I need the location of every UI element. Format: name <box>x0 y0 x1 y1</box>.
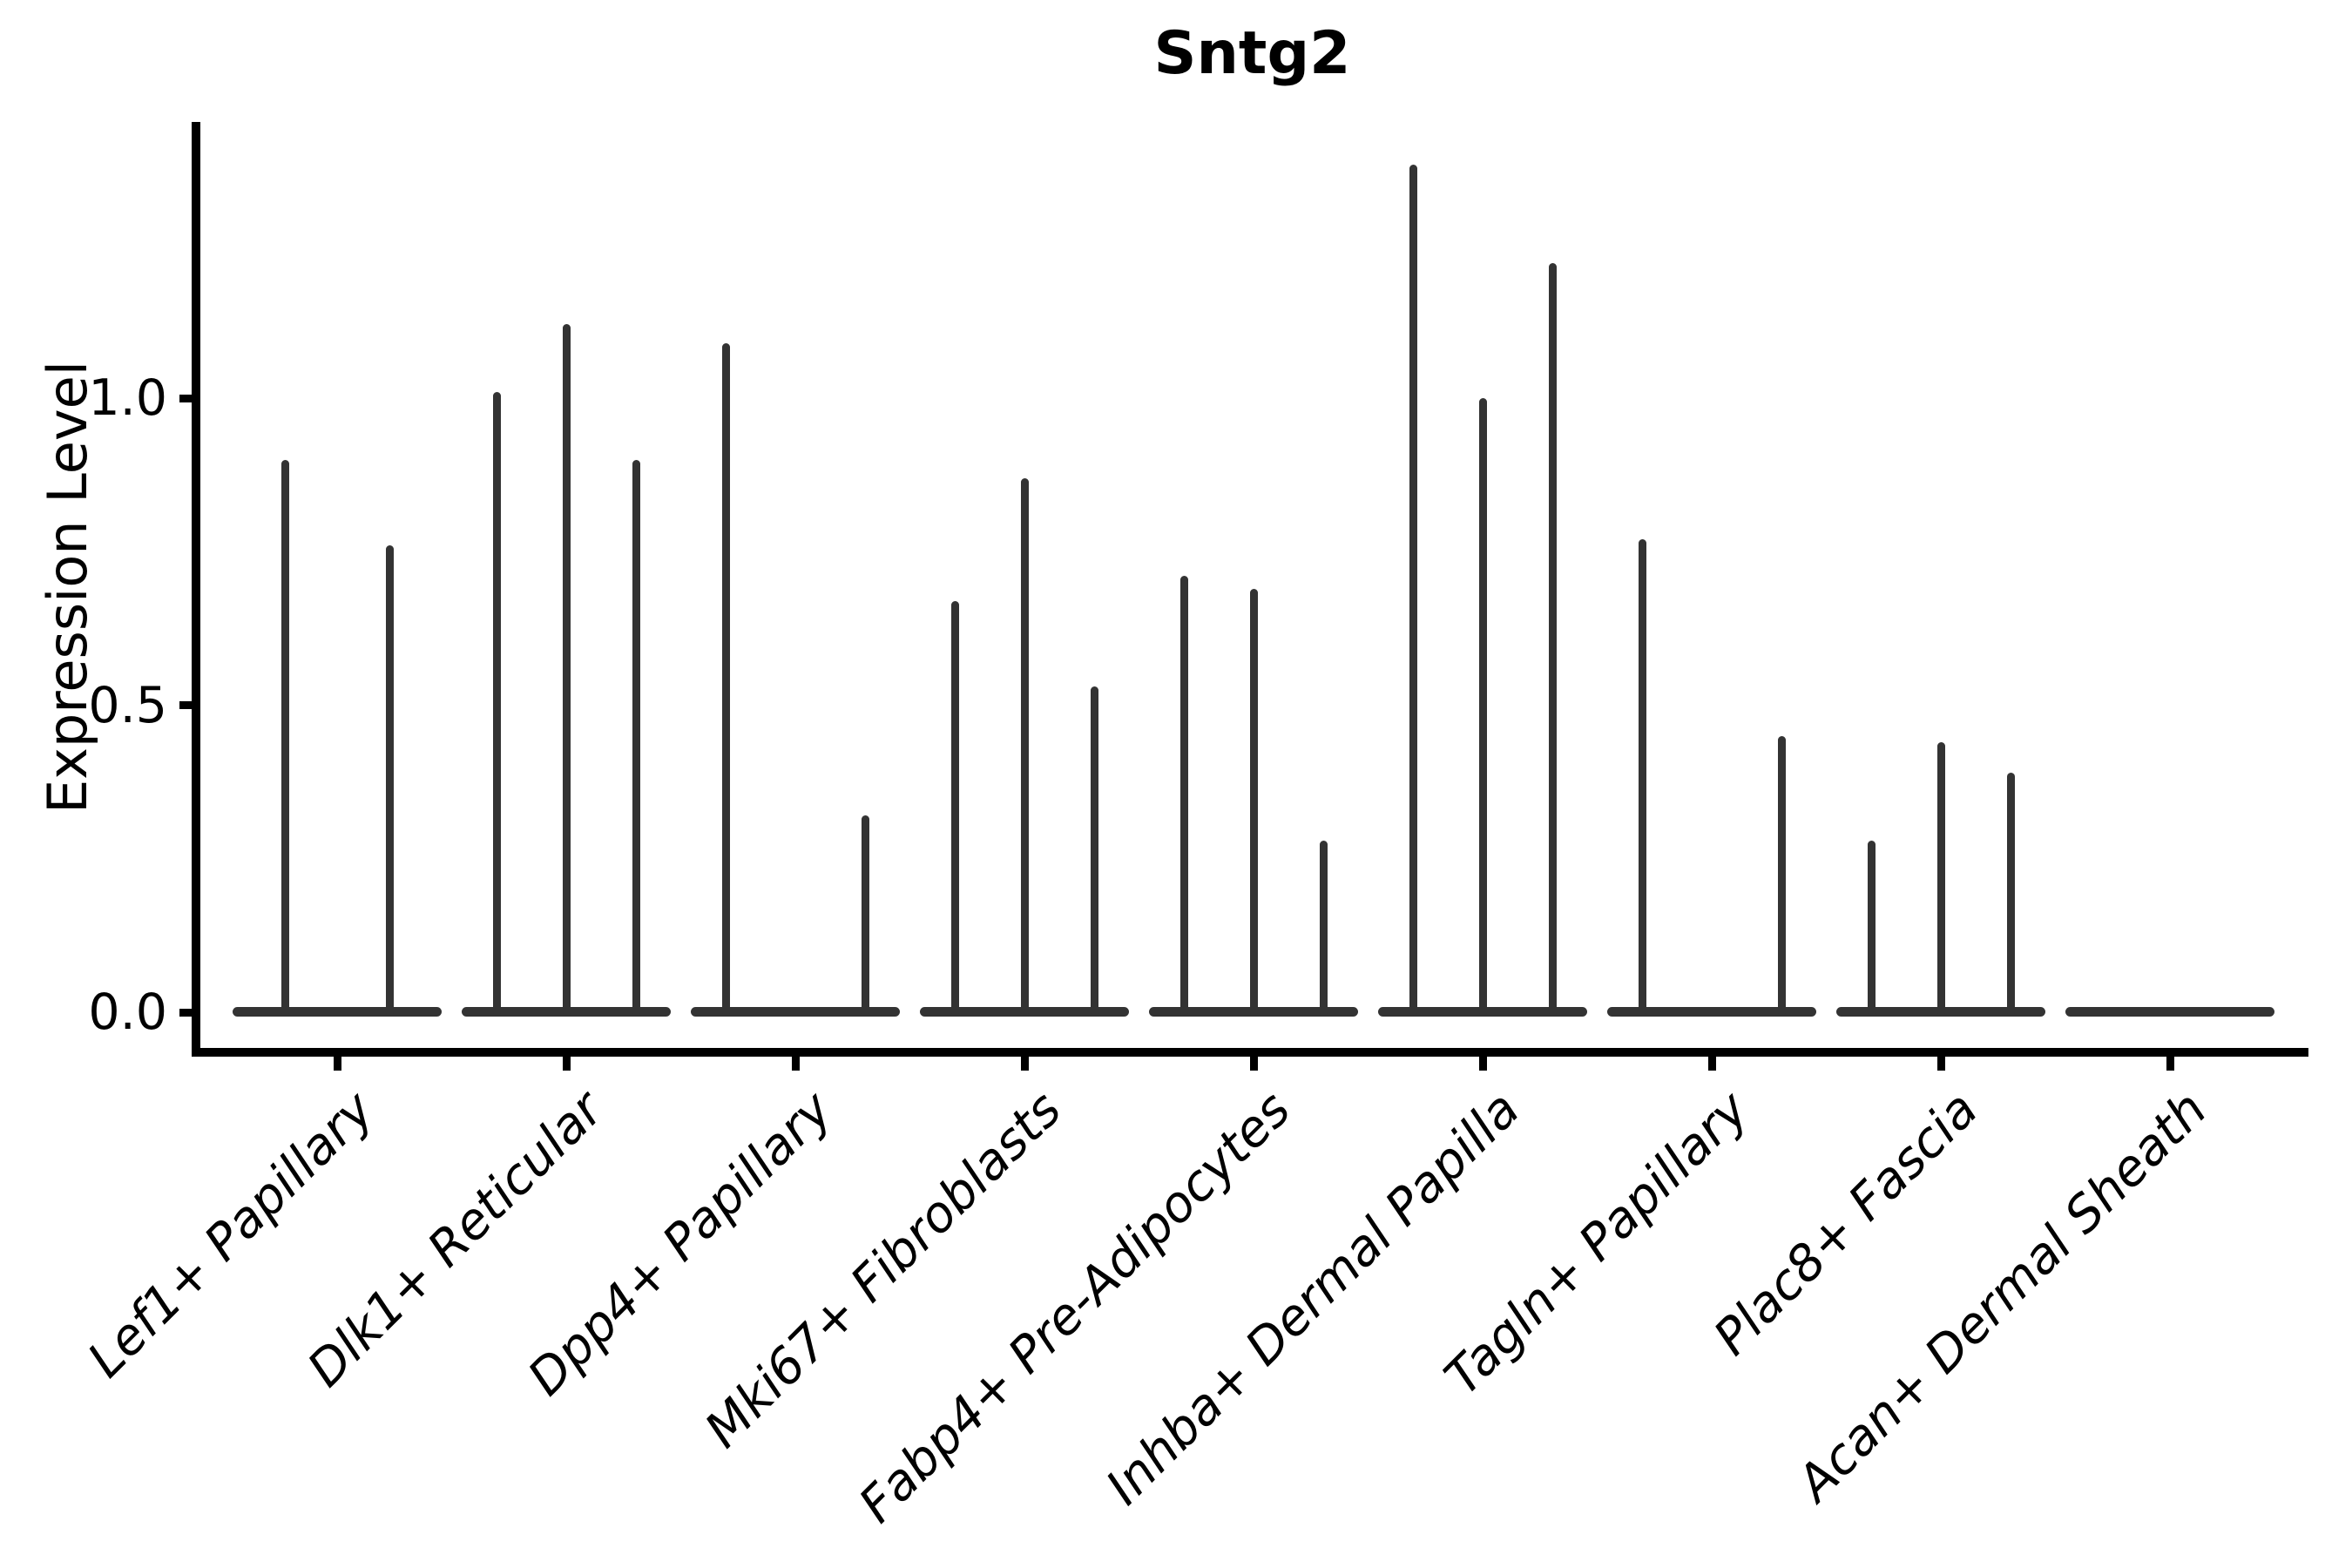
violin-spike <box>1179 576 1188 1017</box>
violin-spike <box>1249 588 1258 1017</box>
x-tick-mark <box>1478 1057 1487 1071</box>
x-tick-mark <box>1707 1057 1716 1071</box>
x-tick-mark <box>791 1057 800 1071</box>
violin-spike <box>1319 840 1328 1017</box>
violin-spike <box>1777 735 1786 1017</box>
x-axis-spine <box>192 1048 2308 1057</box>
x-tick-mark <box>1249 1057 1258 1071</box>
y-tick-mark <box>179 394 193 402</box>
violin-spike <box>492 391 501 1017</box>
violin-spike <box>562 324 571 1017</box>
violin-base <box>233 1007 442 1017</box>
x-tick-mark <box>333 1057 341 1071</box>
y-tick-label: 0.0 <box>88 983 167 1041</box>
violin-spike <box>632 459 640 1017</box>
y-tick-mark <box>179 701 193 709</box>
y-tick-label: 0.5 <box>88 676 167 734</box>
violin-spike <box>1478 398 1487 1017</box>
x-tick-mark <box>2166 1057 2174 1071</box>
violin-base <box>2065 1007 2274 1017</box>
violin-spike <box>1548 262 1557 1017</box>
violin-spike <box>385 545 394 1017</box>
violin-spike <box>721 342 730 1017</box>
plot-title: Sntg2 <box>1153 19 1351 88</box>
violin-spike <box>1409 165 1417 1017</box>
violin-spike <box>1090 686 1098 1017</box>
violin-spike <box>280 459 289 1017</box>
x-tick-mark <box>1936 1057 1945 1071</box>
violin-spike <box>861 815 869 1017</box>
y-tick-mark <box>179 1008 193 1017</box>
x-tick-mark <box>562 1057 571 1071</box>
violin-spike <box>2006 773 2015 1017</box>
y-axis-label: Expression Level <box>36 361 99 814</box>
violin-base <box>1607 1007 1816 1017</box>
violin-spike <box>950 600 959 1017</box>
x-tick-mark <box>1020 1057 1029 1071</box>
violin-spike <box>1867 840 1876 1017</box>
y-axis-spine <box>192 122 200 1057</box>
violin-base <box>691 1007 900 1017</box>
violin-spike <box>1936 741 1945 1017</box>
y-tick-label: 1.0 <box>88 369 167 427</box>
violin-spike <box>1020 477 1029 1017</box>
violin-spike <box>1638 539 1646 1017</box>
